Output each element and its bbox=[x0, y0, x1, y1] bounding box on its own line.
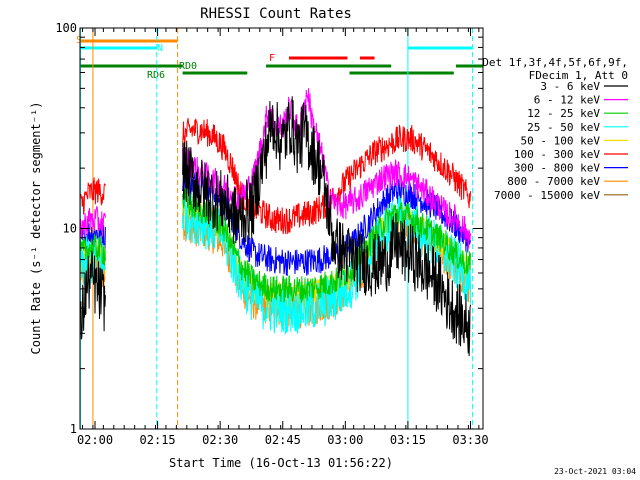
series-lines bbox=[79, 88, 471, 357]
legend-header-line-1: FDecim 1, Att 0 bbox=[529, 69, 628, 82]
instrument-state-bars: S N F RD0 RD6 bbox=[76, 35, 483, 81]
x-tick-label-02-45: 02:45 bbox=[265, 433, 301, 447]
series-line-100-300-kev-0 bbox=[79, 177, 106, 215]
legend-header-line-0: Det 1f,3f,4f,5f,6f,9f, bbox=[482, 56, 628, 69]
x-tick-label-02-00: 02:00 bbox=[77, 433, 113, 447]
legend-entry-800-7000-kev: 800 - 7000 keV bbox=[507, 175, 600, 188]
legend-entry-100-300-kev: 100 - 300 keV bbox=[514, 148, 600, 161]
legend-entry-3-6-kev: 3 - 6 keV bbox=[540, 80, 600, 93]
series-line-3-6-kev-0 bbox=[79, 250, 106, 340]
y-tick-label-10: 10 bbox=[63, 222, 77, 236]
x-tick-label-02-15: 02:15 bbox=[140, 433, 176, 447]
legend-entry-50-100-kev: 50 - 100 keV bbox=[521, 134, 601, 147]
x-tick-label-02-30: 02:30 bbox=[202, 433, 238, 447]
series-line-12-25-kev-1 bbox=[182, 188, 471, 304]
state-label-rd6: RD6 bbox=[147, 70, 165, 81]
x-axis-label: Start Time (16-Oct-13 01:56:22) bbox=[169, 456, 393, 470]
legend-entry-12-25-kev: 12 - 25 keV bbox=[527, 107, 600, 120]
x-tick-label-03-15: 03:15 bbox=[390, 433, 426, 447]
legend-entry-7000-15000-kev: 7000 - 15000 keV bbox=[494, 189, 600, 202]
y-tick-label-1: 1 bbox=[70, 422, 77, 436]
y-axis-label: Count Rate (s⁻¹ detector segment⁻¹) bbox=[29, 102, 43, 355]
plot-timestamp: 23-Oct-2021 03:04 bbox=[554, 467, 636, 476]
legend-entry-6-12-kev: 6 - 12 keV bbox=[534, 94, 601, 107]
axes: 02:00 02:15 02:30 02:45 03:00 03:15 03:30 1 10 10… bbox=[55, 21, 488, 447]
state-label-rd0: RD0 bbox=[179, 61, 197, 72]
legend-entry-300-800-kev: 300 - 800 keV bbox=[514, 162, 600, 175]
state-label-s: S bbox=[76, 35, 82, 46]
series-line-3-6-kev-1 bbox=[182, 96, 471, 357]
series-line-6-12-kev-0 bbox=[79, 206, 106, 240]
series-line-6-12-kev-1 bbox=[182, 88, 471, 249]
x-tick-label-03-00: 03:00 bbox=[327, 433, 363, 447]
series-line-12-25-kev-0 bbox=[79, 233, 106, 266]
chart-title: RHESSI Count Rates bbox=[200, 6, 352, 22]
legend: Det 1f,3f,4f,5f,6f,9f,FDecim 1, Att 03 -… bbox=[482, 56, 628, 202]
y-tick-label-100: 100 bbox=[55, 21, 77, 35]
x-tick-label-03-30: 03:30 bbox=[452, 433, 488, 447]
state-label-n: N bbox=[157, 43, 163, 54]
state-label-f: F bbox=[269, 53, 275, 64]
legend-entry-25-50-kev: 25 - 50 keV bbox=[527, 121, 600, 134]
